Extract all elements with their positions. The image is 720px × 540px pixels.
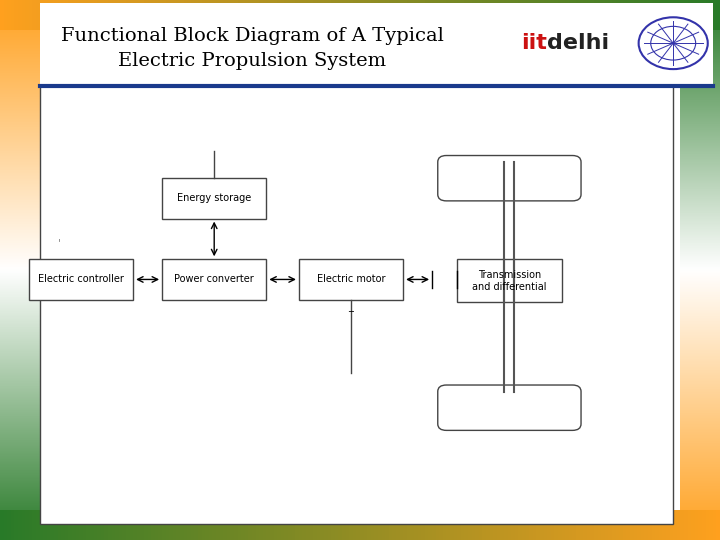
FancyBboxPatch shape bbox=[438, 156, 581, 201]
Text: Energy storage: Energy storage bbox=[177, 193, 251, 204]
Text: Electric motor: Electric motor bbox=[317, 274, 385, 285]
FancyBboxPatch shape bbox=[438, 385, 581, 430]
Bar bbox=[40, 3, 713, 86]
Text: ': ' bbox=[58, 238, 60, 248]
Bar bbox=[457, 259, 562, 302]
Bar bbox=[162, 178, 266, 219]
Text: Electric controller: Electric controller bbox=[38, 274, 124, 285]
Text: iit: iit bbox=[521, 33, 547, 53]
Bar bbox=[299, 259, 403, 300]
Bar bbox=[29, 259, 133, 300]
Text: Transmission
and differential: Transmission and differential bbox=[472, 269, 546, 292]
Text: Power converter: Power converter bbox=[174, 274, 254, 285]
Bar bbox=[40, 86, 673, 524]
Text: delhi: delhi bbox=[547, 33, 609, 53]
Bar bbox=[162, 259, 266, 300]
Text: _: _ bbox=[348, 302, 354, 312]
Text: Functional Block Diagram of A Typical
Electric Propulsion System: Functional Block Diagram of A Typical El… bbox=[60, 27, 444, 70]
